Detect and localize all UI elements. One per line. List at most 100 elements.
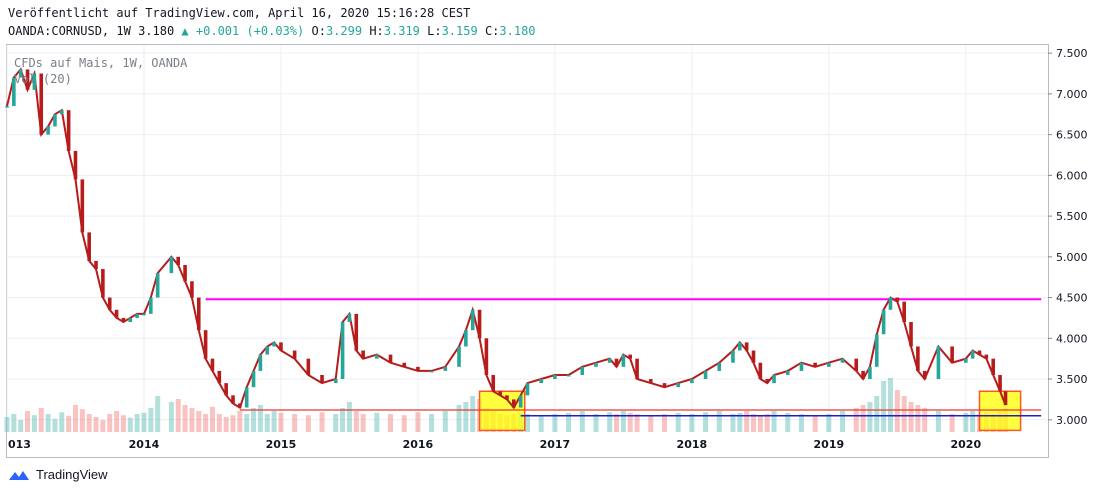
candle [539,379,543,384]
volume-bar [45,414,51,432]
candle [176,256,181,265]
candle [676,383,680,388]
annotations [205,298,1042,432]
volume-bar [66,415,72,432]
volume-bar [949,414,955,432]
candle [813,362,817,367]
candle [621,354,626,367]
y-tick-label: 4.000 [1056,332,1088,345]
candle [292,350,297,359]
candle [491,374,496,392]
volume-bar [72,405,78,432]
price-series [5,67,1008,410]
candle [827,362,831,367]
candle [272,342,276,347]
candle [470,309,475,331]
symbol-label[interactable]: OANDA:CORNUSD, 1W [8,24,131,38]
candle [854,358,859,371]
volume-bar [901,396,907,432]
volume-bar [785,412,791,432]
candle [224,383,228,396]
volume-bar [216,414,222,432]
volume-bar [887,378,893,432]
volume-bar [593,414,599,432]
candle [922,370,927,380]
volume-bar [127,417,133,432]
volume-bar [634,414,640,432]
candle [566,374,571,377]
volume-bar [716,411,722,432]
volume-bar [757,415,763,432]
volume-bar [196,411,202,432]
last-price: 3.180 [138,24,175,38]
volume-bar [607,412,613,432]
low-value: 3.159 [441,24,478,38]
candle [998,374,1002,392]
candle [306,358,311,375]
candle [340,322,345,380]
volume-bar [463,402,469,432]
candle [895,297,900,302]
candle [279,342,283,351]
candle [128,317,133,323]
volume-bar [120,415,126,432]
y-tick-label: 5.000 [1056,251,1088,264]
candle [59,110,64,115]
volume-bar [525,414,530,432]
candle [902,301,906,323]
x-tick-label: 2016 [403,438,434,451]
volume-bar [114,411,120,432]
highlight-box [978,390,1022,432]
volume-bar [764,414,770,432]
x-tick-label: 013 [8,438,31,451]
candle [416,366,420,371]
candle [1003,391,1008,406]
candle [238,403,242,408]
candle [46,126,50,135]
volume-bar [675,412,681,432]
candle [498,391,502,396]
candle [950,346,954,363]
candle [464,330,468,347]
candle [751,350,756,363]
candle [39,73,44,135]
candle [703,370,708,380]
volume-bar [182,405,188,432]
open-label: O: [311,24,326,38]
candle [32,73,37,90]
x-tick-label: 2020 [951,438,982,451]
volume-indicator-label: Vol (20) [14,72,72,86]
candle [977,350,982,355]
candle [484,338,489,375]
candle [785,370,790,375]
x-tick-label: 2015 [266,438,297,451]
volume-bar [237,411,243,432]
volume-bar [429,414,435,432]
volume-bar [271,411,277,432]
volume-bar [881,381,887,432]
volume-bar [18,420,24,432]
volume-bar [79,409,85,432]
footer-brand[interactable]: TradingView [8,467,108,482]
volume-bar [970,411,976,432]
candle [18,69,23,78]
volume-bar [826,414,832,432]
candle [553,374,557,380]
grid [6,45,1048,432]
candle [765,379,770,384]
highlight-box [478,390,526,432]
candle [333,379,338,384]
candle [628,354,633,359]
candle [183,264,187,282]
volume-bar [744,411,750,432]
volume-bar [292,414,298,432]
candle [964,358,968,363]
volume-bar [566,412,572,432]
volume-bar [141,412,147,432]
candle [970,350,975,359]
candle [94,260,98,270]
candle [984,354,989,359]
candle [868,366,872,380]
volume-bar [442,411,448,432]
